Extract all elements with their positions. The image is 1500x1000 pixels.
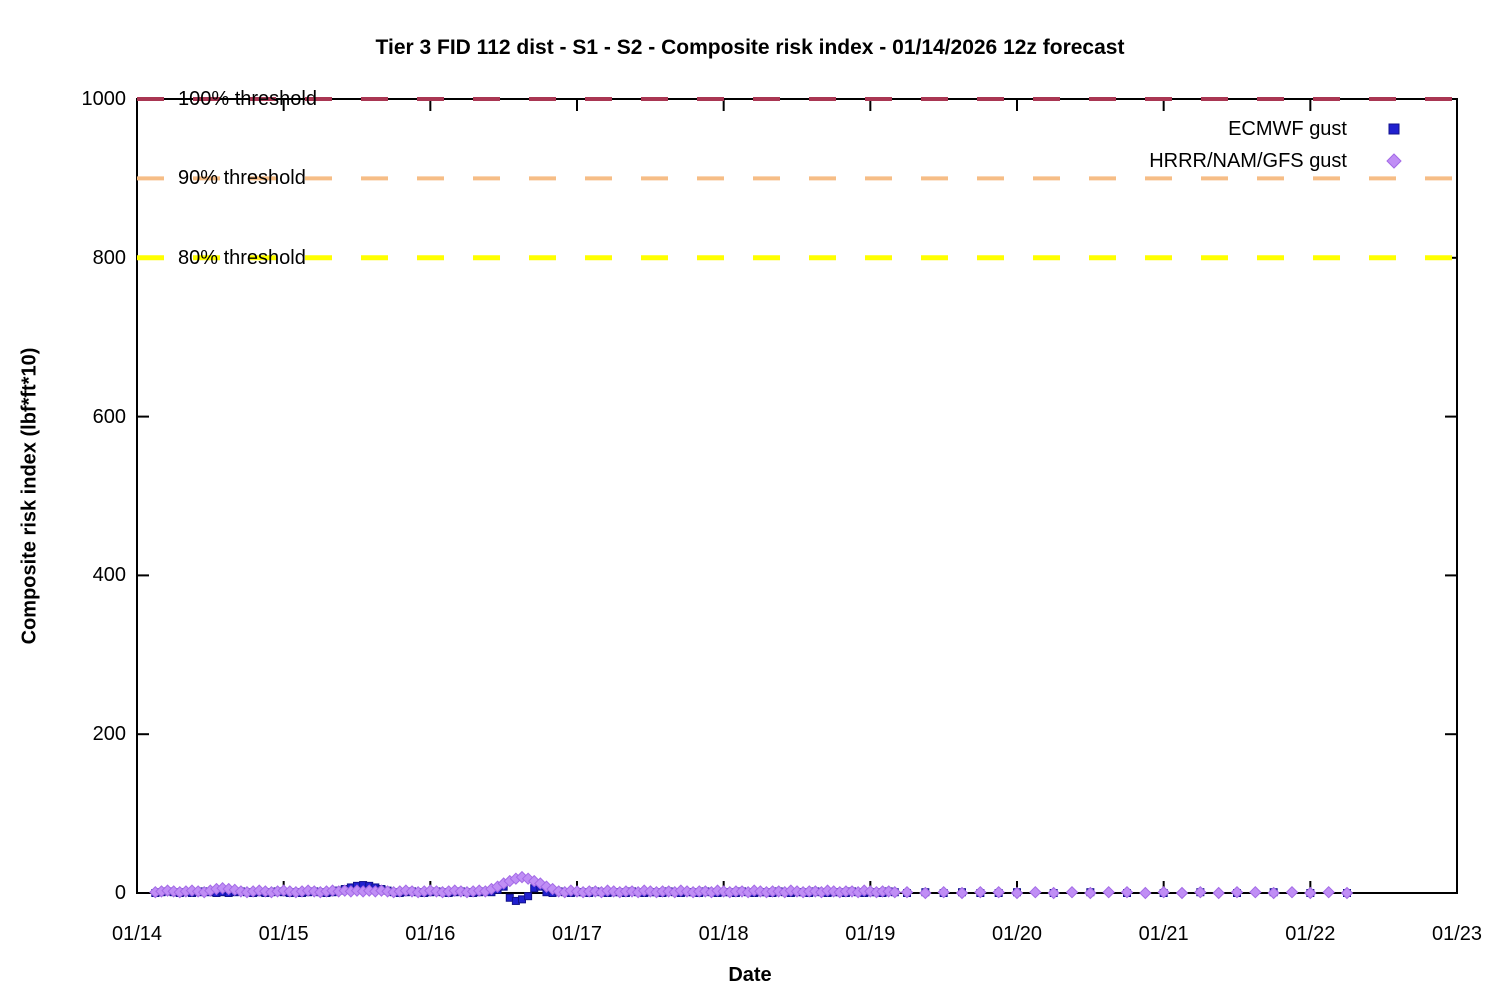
legend-label-hrrr: HRRR/NAM/GFS gust [1149, 150, 1347, 172]
hrrr-marker [534, 877, 547, 890]
hrrr-marker [1267, 886, 1280, 900]
x-tick-label: 01/16 [405, 923, 456, 945]
hrrr-marker [1010, 886, 1024, 900]
hrrr-marker [937, 885, 950, 899]
hrrr-marker [546, 882, 559, 896]
hrrr-marker [1102, 885, 1115, 899]
hrrr-marker [1230, 885, 1244, 899]
hrrr-marker [1084, 886, 1097, 900]
hrrr-marker [1285, 885, 1299, 899]
x-tick-label: 01/14 [111, 923, 163, 945]
ecmwf-marker [524, 892, 533, 901]
y-axis-title: Composite risk index (lbf*ft*10) [18, 347, 41, 645]
x-tick-label: 01/18 [698, 923, 749, 945]
plot-frame [136, 98, 1458, 894]
hrrr-marker [1157, 885, 1170, 899]
y-tick-label: 800 [92, 246, 126, 269]
hrrr-marker [974, 885, 987, 899]
chart-title: Tier 3 FID 112 dist - S1 - S2 - Composit… [375, 36, 1125, 59]
hrrr-marker [1304, 886, 1317, 900]
hrrr-marker [1322, 885, 1335, 899]
x-tick-label: 01/22 [1285, 923, 1336, 945]
hrrr-marker [540, 880, 553, 893]
hrrr-marker [1047, 886, 1060, 900]
hrrr-marker [955, 886, 969, 900]
hrrr-marker [900, 885, 914, 899]
legend-marker-diamond [1386, 153, 1402, 169]
hrrr-marker [919, 886, 932, 900]
y-tick-label: 600 [92, 405, 126, 428]
hrrr-marker [992, 885, 1005, 899]
threshold-label: 90% threshold [178, 167, 306, 190]
x-tick-label: 01/15 [258, 923, 309, 945]
hrrr-marker [1120, 885, 1134, 899]
hrrr-marker [888, 885, 901, 899]
threshold-label: 100% threshold [178, 88, 317, 110]
hrrr-marker [1065, 885, 1079, 899]
hrrr-marker [1340, 886, 1354, 900]
y-tick-label: 400 [92, 564, 126, 587]
hrrr-marker [1212, 886, 1225, 900]
x-tick-label: 01/17 [551, 923, 603, 945]
y-tick-label: 0 [114, 882, 126, 904]
hrrr-marker [1194, 885, 1207, 899]
x-tick-label: 01/21 [1138, 923, 1189, 945]
hrrr-marker [1175, 886, 1189, 900]
x-tick-label: 01/20 [991, 923, 1043, 945]
threshold-label: 80% threshold [178, 246, 306, 269]
hrrr-marker [1139, 886, 1152, 900]
hrrr-marker [1249, 885, 1262, 899]
legend-label-ecmwf: ECMWF gust [1228, 118, 1347, 140]
hrrr-marker [528, 874, 541, 888]
legend-marker-square [1388, 123, 1400, 135]
x-tick-label: 01/19 [845, 923, 896, 945]
y-tick-label: 1000 [81, 88, 127, 110]
hrrr-marker [1029, 885, 1042, 899]
y-tick-label: 200 [92, 723, 126, 746]
x-tick-label: 01/23 [1431, 923, 1483, 945]
x-axis-title: Date [728, 964, 772, 986]
